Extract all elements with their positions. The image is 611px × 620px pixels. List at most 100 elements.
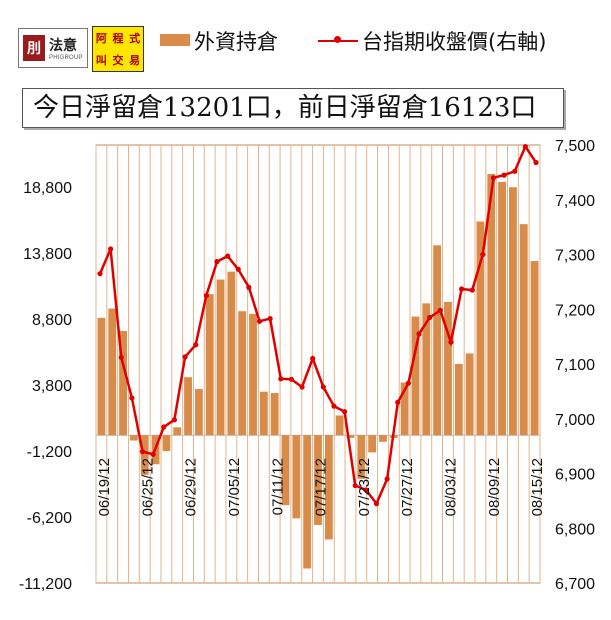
index-point: [458, 286, 465, 292]
bar: [335, 415, 344, 436]
x-tick-label: 06/19/12: [96, 458, 113, 516]
bar: [368, 435, 377, 453]
right-tick-label: 7,500: [555, 138, 595, 155]
index-point: [203, 292, 209, 299]
bar: [227, 271, 236, 436]
phigroup-logo: 刖 法意 PHIGROUP: [18, 28, 88, 68]
bar: [249, 313, 257, 436]
x-tick-label: 06/29/12: [183, 458, 200, 516]
index-point: [533, 159, 539, 166]
logo-char: 交: [112, 54, 124, 67]
bar: [259, 391, 268, 436]
bar: [140, 435, 149, 475]
bar: [205, 294, 214, 436]
index-point: [512, 168, 518, 174]
index-point: [405, 380, 411, 386]
bar: [487, 174, 496, 436]
x-tick-label: 08/09/12: [486, 458, 503, 516]
bar: [194, 389, 203, 436]
index-point: [214, 259, 220, 265]
bar: [216, 279, 225, 436]
index-point: [310, 355, 316, 362]
x-tick-label: 08/15/12: [529, 458, 546, 516]
x-tick-label: 07/11/12: [269, 458, 286, 515]
index-point: [171, 417, 178, 423]
index-point: [225, 253, 231, 259]
x-tick-label: 07/05/12: [226, 458, 243, 516]
x-tick-label: 06/25/12: [139, 458, 156, 516]
index-point: [384, 476, 390, 482]
bar: [108, 308, 117, 436]
bar: [433, 245, 442, 436]
index-point: [246, 284, 252, 290]
logo-char: 程: [112, 32, 124, 45]
bar: [465, 353, 474, 436]
index-point: [193, 342, 199, 348]
left-tick-label: -11,200: [19, 576, 72, 593]
bar: [498, 181, 507, 436]
logo-char: 式: [129, 32, 141, 45]
index-point: [416, 331, 422, 337]
x-tick-label: 07/17/12: [313, 458, 330, 516]
right-tick-label: 6,700: [555, 576, 595, 593]
logo-text: 法意: [49, 38, 77, 54]
x-tick-label: 07/23/12: [356, 458, 373, 516]
bar: [400, 382, 409, 436]
bar: [97, 317, 106, 436]
bar: [119, 331, 127, 436]
left-tick-label: 3,800: [32, 378, 72, 395]
bar: [519, 224, 528, 436]
logo-char: 易: [129, 54, 141, 67]
right-tick-label: 7,200: [555, 302, 595, 319]
bar: [346, 435, 355, 438]
logo-char: 阿: [95, 32, 107, 45]
bar: [379, 435, 387, 442]
left-tick-label: -1,200: [27, 444, 72, 461]
index-point: [501, 172, 507, 178]
bar: [129, 435, 138, 441]
bar: [162, 435, 171, 452]
index-point: [480, 251, 486, 258]
bar: [292, 435, 301, 519]
bar: [357, 435, 366, 479]
index-point: [490, 175, 497, 181]
index-point: [331, 403, 337, 409]
index-point: [182, 354, 188, 360]
index-point: [108, 246, 114, 252]
legend-bar-swatch: [160, 34, 190, 46]
index-point: [448, 339, 454, 345]
index-point: [299, 384, 305, 390]
right-tick-label: 7,100: [555, 357, 595, 374]
right-tick-label: 7,000: [555, 412, 595, 429]
bar: [324, 435, 333, 540]
logo-char: 叫: [95, 54, 107, 67]
index-point: [256, 318, 263, 324]
index-point: [267, 315, 273, 322]
bar: [454, 364, 463, 436]
index-point: [352, 482, 358, 489]
left-tick-label: 8,800: [32, 312, 72, 329]
left-tick-label: 18,800: [23, 180, 72, 197]
index-point: [129, 395, 135, 401]
index-point: [235, 266, 241, 272]
index-point: [427, 314, 433, 321]
bar: [184, 377, 192, 436]
right-tick-label: 7,300: [555, 248, 595, 265]
index-point: [150, 451, 156, 457]
bar: [476, 221, 485, 436]
legend-line-label: 台指期收盤價(右軸): [362, 30, 547, 54]
index-point: [278, 376, 284, 382]
index-point: [522, 144, 528, 150]
bar: [303, 435, 312, 569]
x-tick-label: 08/03/12: [443, 458, 460, 516]
logo-subtext: PHIGROUP: [49, 55, 83, 61]
bar: [422, 303, 431, 436]
index-point: [139, 449, 146, 455]
logo-mark: 刖: [23, 35, 45, 61]
index-point: [395, 399, 401, 405]
index-point: [341, 409, 348, 415]
index-point: [469, 287, 475, 293]
trading-logo: 阿 程 式 叫 交 易: [92, 26, 144, 72]
